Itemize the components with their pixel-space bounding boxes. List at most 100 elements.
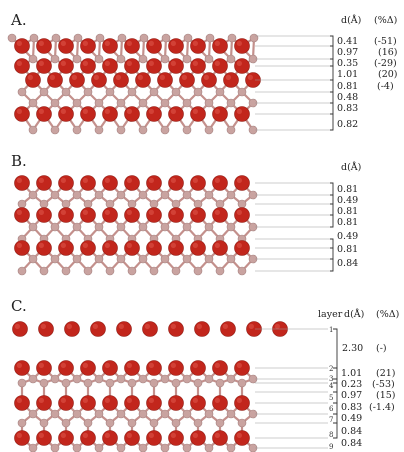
oxygen-atom [14, 106, 30, 122]
oxygen-atom [124, 207, 140, 223]
metal-atom [28, 190, 38, 200]
metal-atom [83, 418, 93, 428]
atom-highlight [16, 40, 22, 46]
panel-b-brackets [330, 182, 334, 272]
oxygen-atom [36, 38, 52, 54]
oxygen-atom [168, 395, 184, 411]
metal-atom [72, 54, 82, 64]
atom-highlight [225, 74, 231, 80]
metal-atom [83, 199, 93, 209]
metal-atom [105, 418, 115, 428]
metal-atom [17, 378, 27, 388]
atom-highlight [92, 323, 98, 329]
oxygen-atom [36, 207, 52, 223]
atom-highlight [192, 177, 198, 183]
metal-atom [149, 199, 159, 209]
panel-c-layer-number: 3 [329, 375, 333, 383]
panel-c-brackets [333, 328, 338, 439]
atom-highlight [16, 209, 22, 215]
oxygen-atom [36, 395, 52, 411]
oxygen-atom [58, 58, 74, 74]
panel-a-d-value: 0.35 [337, 58, 358, 69]
metal-atom [116, 222, 126, 232]
oxygen-atom [124, 58, 140, 74]
oxygen-atom [190, 58, 206, 74]
metal-atom [94, 409, 104, 419]
atom-highlight [126, 108, 132, 114]
metal-atom [28, 409, 38, 419]
metal-atom [94, 222, 104, 232]
metal-atom [73, 33, 83, 43]
oxygen-atom [234, 430, 250, 446]
atom-highlight [38, 242, 44, 248]
panel-c-label: C. [11, 297, 27, 315]
oxygen-atom [124, 395, 140, 411]
metal-atom [182, 98, 192, 108]
metal-atom [29, 33, 39, 43]
oxygen-atom [190, 395, 206, 411]
atom-highlight [126, 242, 132, 248]
atom-highlight [82, 60, 88, 66]
oxygen-atom [102, 360, 118, 376]
atom-highlight [16, 177, 22, 183]
panel-c-d-value: 1.01 [341, 368, 362, 379]
metal-atom [183, 33, 193, 43]
metal-atom [50, 374, 60, 384]
atom-highlight [170, 362, 176, 368]
panel-a-d-value: 0.81 [337, 81, 358, 92]
oxygen-atom [58, 430, 74, 446]
atom-highlight [60, 108, 66, 114]
metal-atom [138, 54, 148, 64]
metal-atom [193, 266, 203, 276]
oxygen-atom [146, 207, 162, 223]
metal-atom [127, 378, 137, 388]
metal-atom [249, 33, 259, 43]
metal-atom [204, 222, 214, 232]
metal-atom [83, 87, 93, 97]
oxygen-atom [80, 240, 96, 256]
metal-atom [50, 254, 60, 264]
panel-c-d-value: 2.30 [342, 343, 363, 354]
atom-highlight [82, 40, 88, 46]
atom-highlight [214, 60, 220, 66]
metal-atom [61, 199, 71, 209]
metal-atom [215, 199, 225, 209]
panel-c-d-value: 0.84 [341, 438, 362, 449]
panel-a-pct-value: (20) [378, 69, 398, 80]
oxygen-atom [80, 360, 96, 376]
metal-atom [160, 443, 170, 452]
oxygen-atom [234, 360, 250, 376]
panel-b-d-value: 0.81 [337, 206, 358, 217]
atom-highlight [236, 40, 242, 46]
panel-c-layer-number: 4 [329, 382, 334, 390]
metal-atom [39, 378, 49, 388]
oxygen-atom [168, 175, 184, 191]
metal-atom [28, 222, 38, 232]
atom-highlight [236, 177, 242, 183]
atom-highlight [104, 177, 110, 183]
oxygen-atom [124, 430, 140, 446]
oxygen-atom [168, 58, 184, 74]
oxygen-atom [124, 38, 140, 54]
metal-atom [171, 266, 181, 276]
metal-atom [95, 33, 105, 43]
atom-highlight [170, 40, 176, 46]
oxygen-atom [102, 207, 118, 223]
metal-atom [72, 443, 82, 452]
metal-atom [50, 125, 60, 135]
metal-atom [149, 378, 159, 388]
atom-highlight [236, 397, 242, 403]
panel-c-pct-value: (21) [376, 368, 396, 379]
metal-atom [50, 190, 60, 200]
panel-c-layer-number: 2 [329, 365, 333, 373]
oxygen-atom [234, 395, 250, 411]
metal-atom [28, 125, 38, 135]
atom-highlight [170, 209, 176, 215]
oxygen-atom [146, 106, 162, 122]
atom-highlight [170, 242, 176, 248]
metal-atom [28, 54, 38, 64]
metal-atom [171, 87, 181, 97]
oxygen-atom [212, 58, 228, 74]
oxygen-atom [212, 175, 228, 191]
atom-highlight [38, 108, 44, 114]
